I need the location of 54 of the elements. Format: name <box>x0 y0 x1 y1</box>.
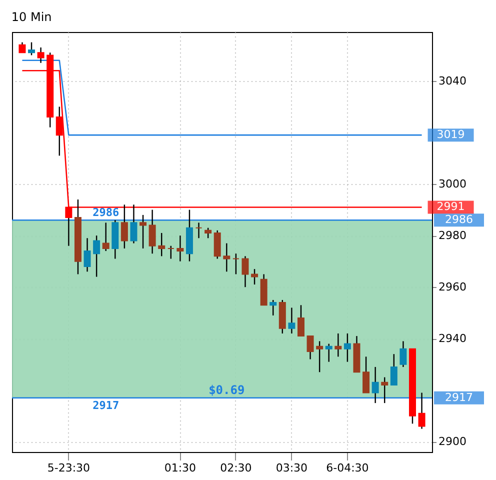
candlestick <box>84 238 91 272</box>
y-tick-label: 3000 <box>438 178 466 191</box>
candlestick <box>158 232 166 257</box>
candlestick <box>214 230 221 260</box>
x-tick-label: 02:30 <box>220 462 252 474</box>
candlestick <box>130 204 138 244</box>
candlestick <box>232 252 240 275</box>
y-tick-label: 2900 <box>438 435 466 448</box>
x-tick-label: 5-23:30 <box>47 462 90 474</box>
candlestick <box>120 204 128 250</box>
candlestick <box>28 42 36 56</box>
candlestick <box>251 268 258 286</box>
x-tick-label: 6-04:30 <box>326 462 369 474</box>
x-tick-label: 01:30 <box>164 462 196 474</box>
band-label: $0.69 <box>208 382 245 397</box>
y-tick-label: 2980 <box>438 229 466 242</box>
candlestick <box>18 42 26 54</box>
candlestick <box>306 335 314 360</box>
candlestick <box>167 245 174 260</box>
ref-line-label: 2986 <box>92 206 120 220</box>
candlestick <box>37 46 44 64</box>
text: 2986 <box>445 213 473 226</box>
candlestick <box>148 209 156 254</box>
data-label: 3019 <box>436 128 465 142</box>
candlestick <box>93 234 100 278</box>
x-tick-label: 03:30 <box>276 462 308 474</box>
candlestick <box>372 366 379 404</box>
candlestick <box>325 343 332 362</box>
candlestick <box>362 356 370 394</box>
candlestick <box>297 304 304 337</box>
candlestick <box>316 340 324 373</box>
candlestick <box>102 222 110 252</box>
y-tick-label: 2960 <box>438 280 466 294</box>
ref-line-label: 2917 <box>92 398 120 412</box>
y-tick-label: 3040 <box>438 74 466 88</box>
candlestick <box>344 332 351 362</box>
candlestick <box>176 234 184 262</box>
candlestick <box>400 340 407 368</box>
candlestick <box>390 353 398 386</box>
candlestick <box>334 332 342 358</box>
candlestick <box>140 214 147 250</box>
candlestick <box>381 376 388 404</box>
candlestick <box>195 222 202 239</box>
candlestick <box>223 242 230 272</box>
y-tick-label: 2940 <box>438 332 466 346</box>
candlestick <box>270 299 277 316</box>
candlestick <box>56 106 63 156</box>
data-label: 2991 <box>436 200 465 214</box>
chart-title: 10 Min <box>11 10 52 24</box>
text: 2917 <box>445 390 473 404</box>
candlestick <box>418 392 426 430</box>
candlestick <box>204 227 212 239</box>
candlestick <box>288 307 296 334</box>
candlestick <box>242 256 249 288</box>
